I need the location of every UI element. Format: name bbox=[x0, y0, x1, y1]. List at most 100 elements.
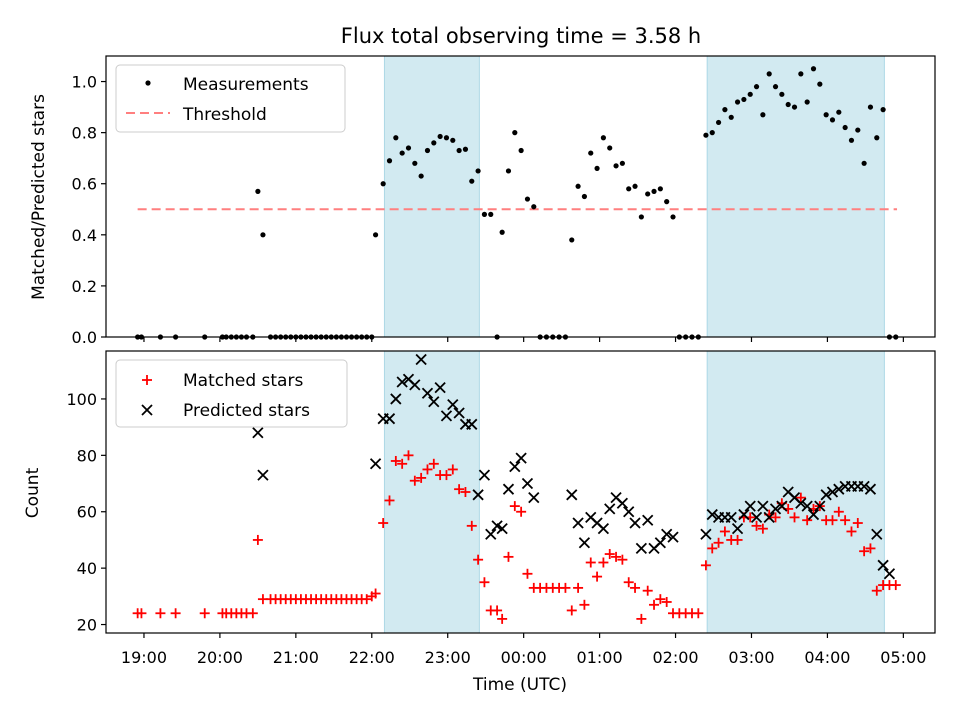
matched-stars-point bbox=[560, 582, 571, 593]
matched-stars-point bbox=[378, 518, 389, 529]
measurement-point bbox=[741, 96, 747, 103]
matched-stars-point bbox=[397, 458, 408, 469]
bottom-legend-box bbox=[115, 359, 348, 428]
measurement-point bbox=[880, 107, 886, 113]
predicted-stars-point bbox=[871, 528, 883, 540]
top-axes-frame bbox=[105, 55, 936, 338]
matched-stars-point bbox=[247, 608, 258, 619]
bottom-y-tick-label: 40 bbox=[77, 559, 97, 578]
measurement-point bbox=[518, 147, 524, 154]
matched-stars-point bbox=[713, 537, 724, 548]
legend-measurements-label: Measurements bbox=[183, 75, 309, 95]
measurement-point bbox=[619, 160, 625, 166]
matched-stars-point bbox=[509, 501, 520, 512]
legend-predicted-marker bbox=[141, 404, 153, 416]
matched-stars-point bbox=[732, 534, 743, 545]
predicted-stars-point bbox=[478, 469, 491, 481]
predicted-stars-point bbox=[453, 407, 465, 419]
predicted-stars-point bbox=[877, 559, 889, 571]
matched-stars-point bbox=[840, 515, 851, 526]
predicted-stars-point bbox=[502, 483, 515, 495]
predicted-stars-point bbox=[776, 500, 788, 512]
predicted-stars-point bbox=[883, 568, 896, 580]
measurement-point bbox=[481, 211, 488, 217]
predicted-stars-point bbox=[383, 413, 396, 425]
matched-stars-point bbox=[649, 599, 660, 610]
legend-matched-label: Matched stars bbox=[183, 371, 303, 391]
measurement-point bbox=[709, 130, 715, 136]
predicted-stars-point bbox=[635, 542, 648, 555]
measurement-point bbox=[836, 109, 842, 115]
predicted-stars-point bbox=[623, 506, 635, 518]
measurement-point bbox=[512, 130, 518, 136]
matched-stars-point bbox=[636, 613, 647, 624]
matched-stars-point bbox=[503, 551, 514, 562]
measurement-point bbox=[488, 211, 494, 217]
top-y-tick-label: 0.0 bbox=[72, 328, 97, 347]
matched-stars-point bbox=[566, 605, 577, 616]
predicted-stars-point bbox=[738, 508, 750, 521]
x-tick-label: 21:00 bbox=[273, 648, 319, 667]
predicted-stars-point bbox=[447, 398, 459, 411]
predicted-stars-point bbox=[515, 452, 527, 464]
top-y-tick-label: 0.6 bbox=[72, 175, 97, 194]
measurement-point bbox=[475, 168, 481, 174]
bottom-y-tick-label: 100 bbox=[66, 390, 97, 409]
measurement-point bbox=[405, 145, 412, 151]
x-tick-label: 23:00 bbox=[425, 648, 471, 667]
x-tick-label: 05:00 bbox=[880, 648, 926, 667]
predicted-stars-point bbox=[769, 503, 782, 515]
bottom-y-tick-label: 20 bbox=[77, 616, 97, 635]
predicted-stars-point bbox=[409, 379, 421, 391]
measurement-point bbox=[469, 178, 475, 184]
predicted-stars-point bbox=[706, 508, 718, 521]
matched-stars-point bbox=[592, 571, 603, 582]
matched-stars-point bbox=[623, 577, 634, 588]
measurement-point bbox=[450, 137, 456, 143]
measurement-point bbox=[785, 101, 791, 108]
top-legend: Measurements Threshold bbox=[115, 64, 346, 133]
matched-stars-point bbox=[611, 551, 622, 562]
predicted-stars-point bbox=[509, 460, 521, 473]
matched-stars-point bbox=[865, 543, 876, 554]
measurement-point bbox=[437, 133, 443, 140]
matched-stars-point bbox=[795, 492, 806, 503]
predicted-stars-point bbox=[725, 511, 737, 524]
measurement-point bbox=[260, 232, 266, 238]
matched-stars-point bbox=[199, 608, 210, 619]
x-axis-label: Time (UTC) bbox=[472, 675, 567, 695]
predicted-stars-point bbox=[616, 497, 629, 509]
matched-stars-point bbox=[871, 585, 882, 596]
measurement-point bbox=[456, 147, 462, 154]
matched-stars-point bbox=[751, 520, 762, 531]
matched-stars-point bbox=[136, 608, 147, 619]
measurement-point bbox=[531, 204, 537, 210]
measurement-point bbox=[766, 71, 772, 77]
predicted-stars-point bbox=[750, 511, 763, 524]
x-tick-label: 19:00 bbox=[121, 648, 167, 667]
bottom-panel: 20 40 60 80 100 19:00 20:00 21:00 22:00 23:00 00:0… bbox=[66, 350, 936, 667]
bottom-axes-frame bbox=[105, 350, 936, 634]
measurement-point bbox=[772, 84, 779, 90]
matched-stars-point bbox=[700, 560, 711, 571]
matched-stars-point bbox=[789, 512, 800, 523]
measurement-point bbox=[734, 99, 741, 105]
top-y-tick-label: 0.4 bbox=[72, 226, 97, 245]
predicted-stars-point bbox=[833, 483, 845, 495]
predicted-stars-point bbox=[807, 508, 820, 521]
top-panel: 0.0 0.2 0.4 0.6 0.8 1.0 Measurements Threshold bbox=[72, 55, 936, 347]
matched-stars-point bbox=[497, 613, 508, 624]
measurement-point bbox=[600, 135, 607, 141]
measurement-point bbox=[412, 160, 418, 166]
measurement-point bbox=[715, 119, 722, 126]
matched-stars-point bbox=[707, 543, 718, 554]
matched-stars-point bbox=[460, 487, 471, 497]
measurement-point bbox=[791, 104, 798, 110]
bottom-y-axis-label: Count bbox=[23, 467, 43, 518]
measurement-point bbox=[861, 160, 867, 166]
top-y-tick-label: 0.2 bbox=[72, 277, 97, 296]
measurement-point bbox=[569, 237, 575, 243]
predicted-stars-point bbox=[864, 483, 877, 495]
bottom-y-tick-label: 80 bbox=[77, 446, 97, 465]
